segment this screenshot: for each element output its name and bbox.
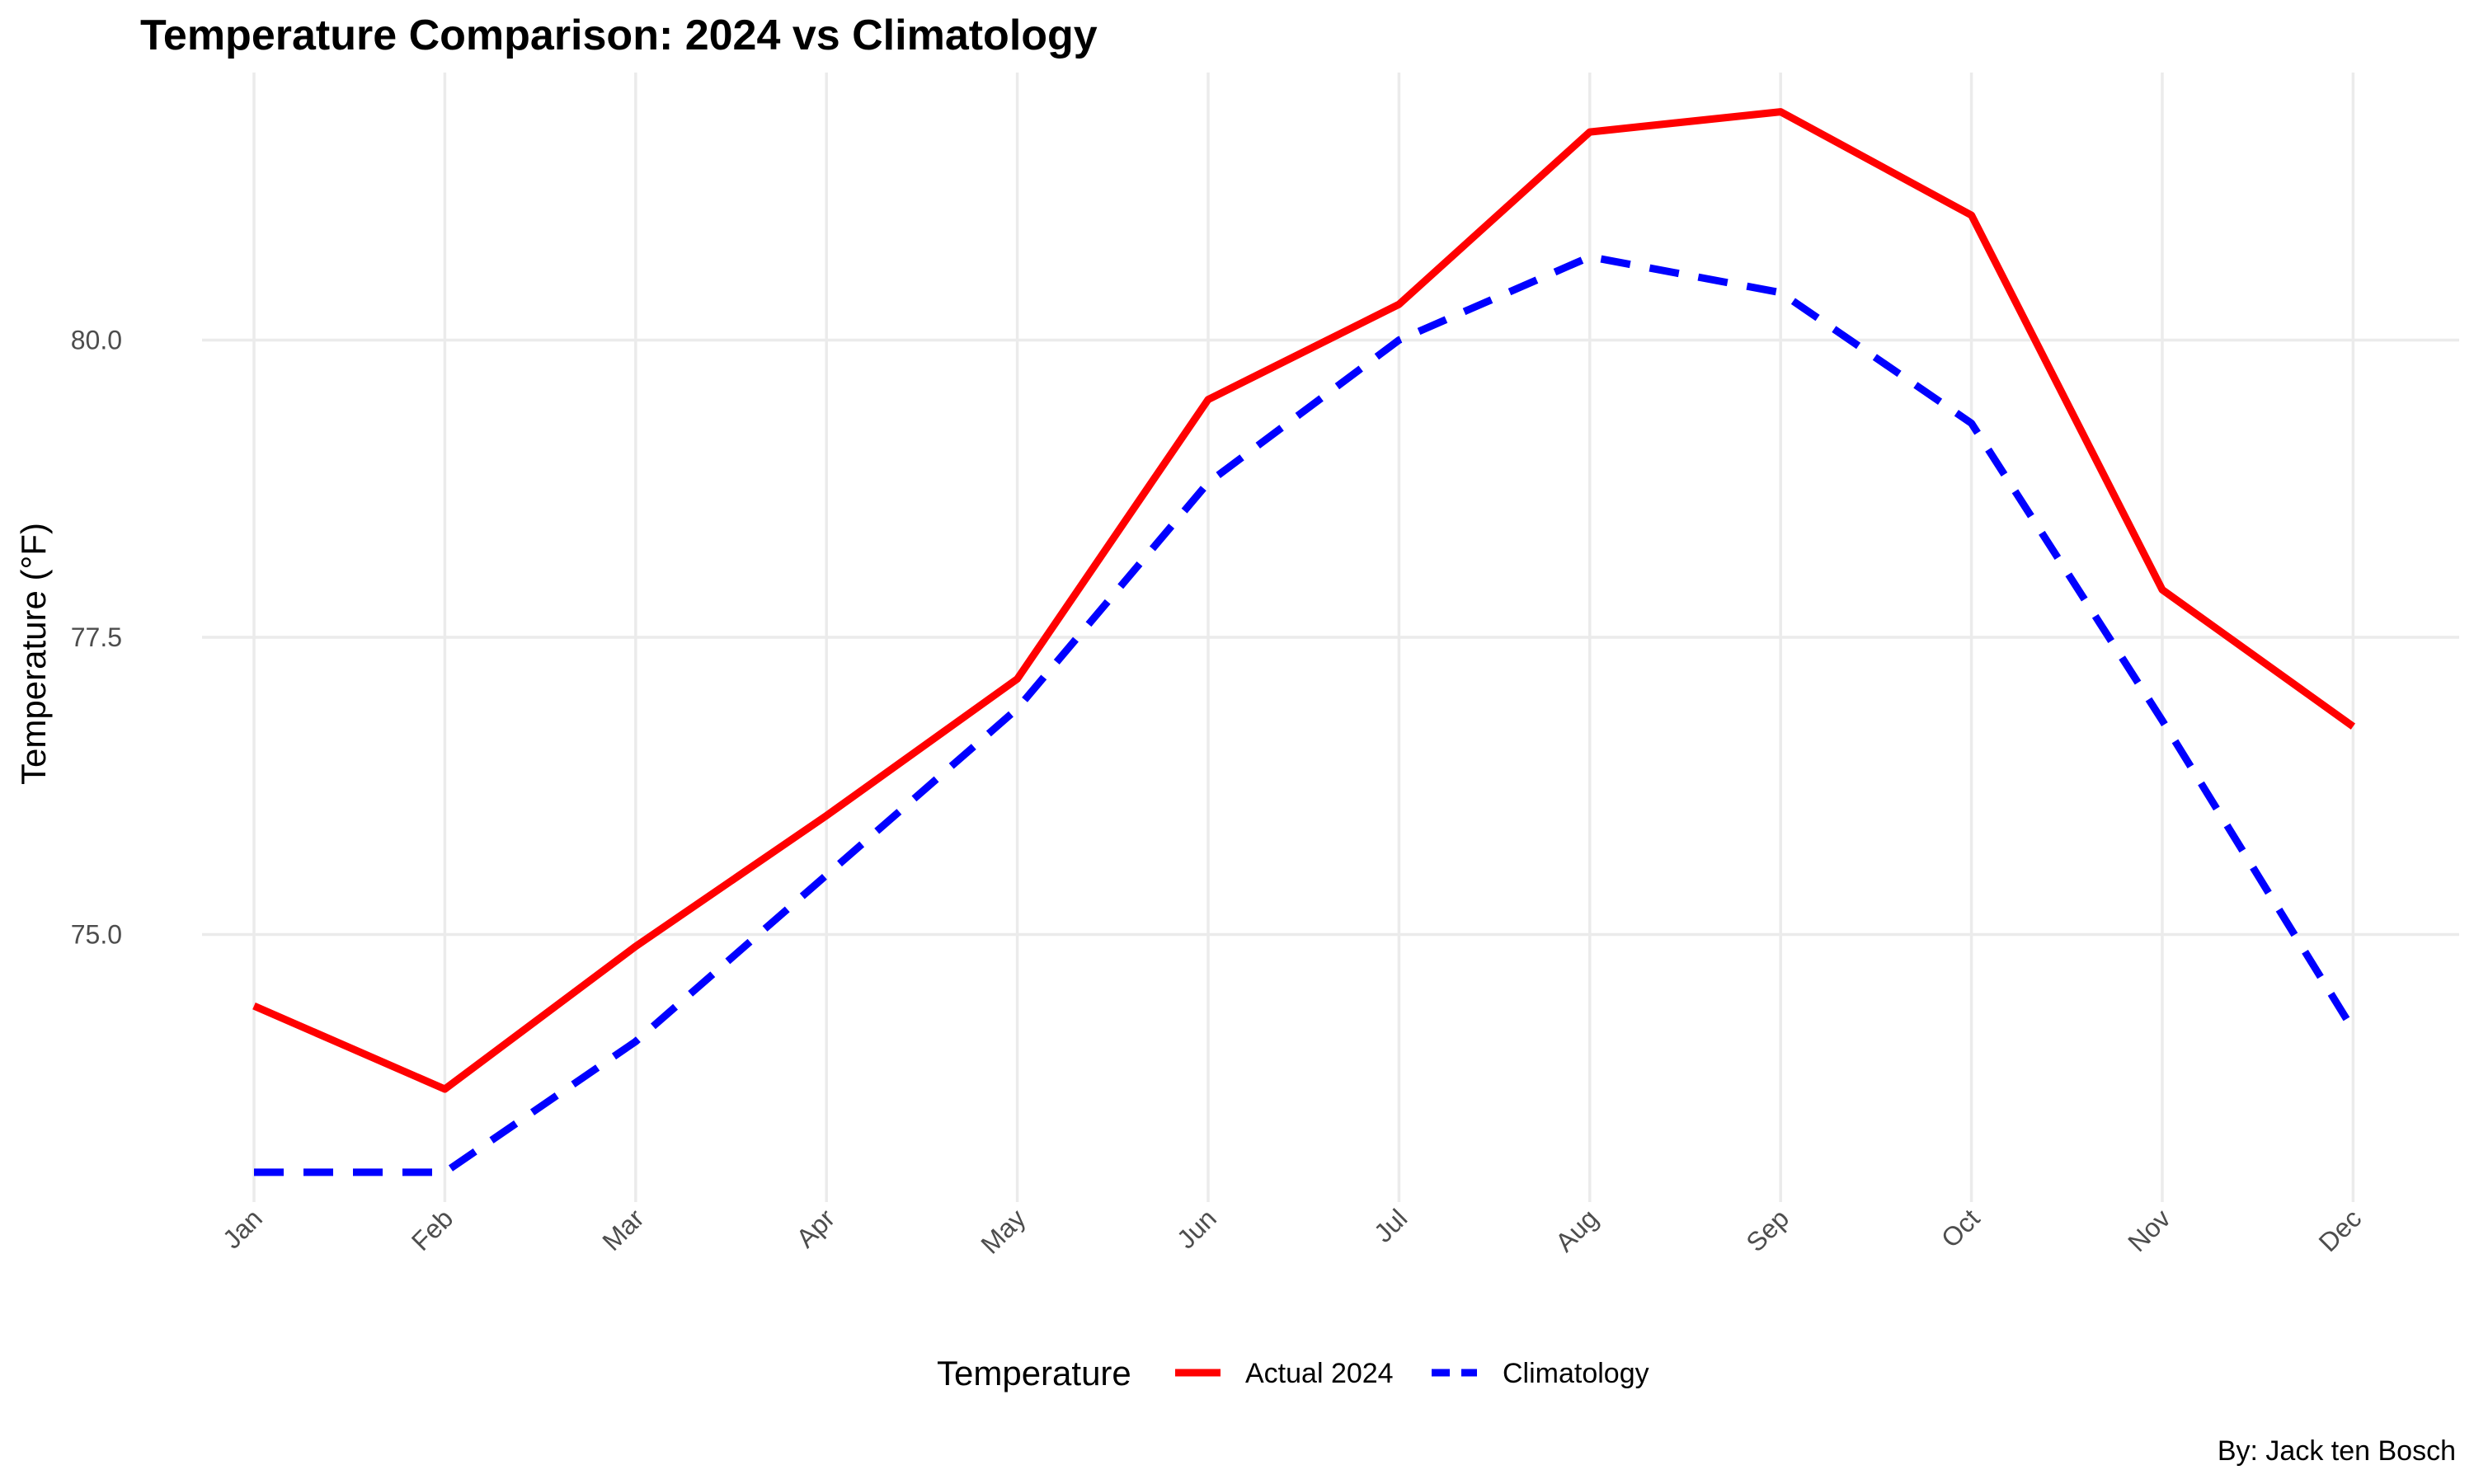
y-tick-label: 80.0 (71, 325, 122, 355)
x-tick-label: Mar (596, 1203, 650, 1256)
chart-caption: By: Jack ten Bosch (2218, 1435, 2456, 1467)
x-axis-ticks: Jan Feb Mar Apr May Jun Jul Aug Sep Oct Nov Dec (217, 1203, 2367, 1259)
y-axis-ticks: 75.0 77.5 80.0 (71, 325, 122, 949)
x-tick-label: May (975, 1203, 1031, 1259)
y-tick-label: 77.5 (71, 622, 122, 652)
grid (202, 73, 2459, 1202)
x-tick-label: Dec (2313, 1203, 2368, 1257)
series-line (252, 108, 2356, 1093)
series-lines (252, 108, 2357, 1176)
legend: Temperature Actual 2024 Climatology (937, 1354, 1649, 1392)
x-tick-label: Jan (217, 1203, 268, 1254)
legend-label: Actual 2024 (1245, 1358, 1394, 1389)
x-tick-label: Oct (1935, 1203, 1986, 1253)
series-line (254, 253, 2357, 1176)
y-tick-label: 75.0 (71, 920, 122, 950)
x-tick-label: Apr (790, 1203, 840, 1253)
y-axis-title: Temperature (°F) (14, 523, 53, 785)
x-tick-label: Jun (1171, 1203, 1222, 1254)
legend-label: Climatology (1503, 1358, 1649, 1389)
x-tick-label: Sep (1740, 1203, 1794, 1257)
x-tick-label: Feb (406, 1203, 459, 1256)
legend-title: Temperature (937, 1354, 1131, 1392)
x-tick-label: Jul (1368, 1203, 1413, 1247)
chart-title: Temperature Comparison: 2024 vs Climatol… (140, 12, 1098, 59)
x-tick-label: Aug (1550, 1203, 1604, 1257)
x-tick-label: Nov (2122, 1203, 2176, 1257)
